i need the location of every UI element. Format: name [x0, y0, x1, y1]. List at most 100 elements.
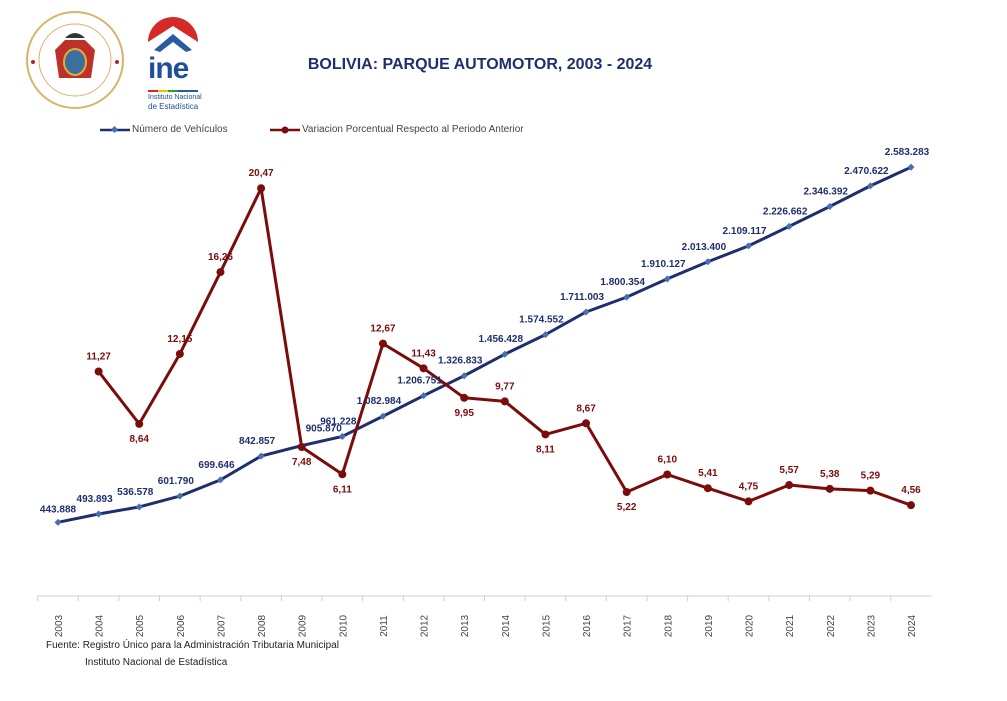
variation-data-label: 11,43 — [411, 348, 436, 359]
variation-point — [500, 397, 509, 406]
vehicles-data-label: 2.346.392 — [804, 186, 849, 197]
vehicles-data-label: 1.326.833 — [438, 356, 483, 367]
variation-point — [94, 367, 103, 376]
variation-data-label: 7,48 — [292, 457, 312, 468]
vehicles-point — [866, 182, 874, 190]
x-tick-label: 2004 — [95, 614, 106, 637]
vehicles-data-label: 443.888 — [40, 504, 77, 515]
vehicles-point — [501, 350, 509, 358]
vehicles-point — [582, 308, 590, 316]
vehicles-data-label: 536.578 — [117, 487, 154, 498]
vehicles-point — [176, 492, 184, 500]
x-tick-label: 2019 — [704, 614, 715, 637]
variation-data-label: 5,29 — [861, 471, 881, 482]
variation-data-label: 9,77 — [495, 381, 515, 392]
vehicles-data-label: 493.893 — [77, 494, 114, 505]
x-tick-label: 2014 — [501, 614, 512, 637]
variation-data-label: 12,67 — [370, 324, 395, 335]
x-tick-label: 2003 — [54, 614, 65, 637]
vehicles-point — [663, 275, 671, 283]
variation-point — [297, 442, 306, 451]
legend-line-vehicles-icon — [100, 125, 130, 133]
source-line-1: Fuente: Registro Único para la Administr… — [46, 640, 339, 651]
vehicles-point — [907, 163, 915, 171]
vehicles-data-label: 601.790 — [158, 476, 195, 487]
variation-data-label: 20,47 — [249, 168, 274, 179]
x-tick-label: 2023 — [866, 614, 877, 637]
vehicles-point — [623, 293, 631, 301]
variation-point — [175, 349, 184, 358]
variation-data-label: 9,95 — [454, 408, 474, 419]
variation-data-label: 11,27 — [86, 352, 111, 363]
vehicles-point — [216, 476, 225, 484]
vehicles-data-label: 1.082.984 — [357, 396, 402, 407]
x-tick-label: 2020 — [745, 614, 756, 637]
x-tick-label: 2022 — [826, 614, 837, 637]
variation-point — [744, 497, 753, 506]
vehicles-point — [54, 518, 62, 526]
variation-point — [663, 470, 672, 479]
ine-wordmark: ine — [148, 52, 189, 85]
x-tick-label: 2011 — [379, 615, 390, 637]
variation-data-label: 6,10 — [658, 454, 678, 465]
variation-point — [338, 470, 347, 479]
variation-point — [541, 430, 550, 439]
x-tick-label: 2010 — [338, 614, 349, 637]
vehicles-data-label: 905.870 — [306, 424, 343, 435]
chart-title: BOLIVIA: PARQUE AUTOMOTOR, 2003 - 2024 — [307, 56, 653, 73]
x-tick-label: 2005 — [135, 614, 146, 637]
variation-data-label: 8,11 — [536, 444, 555, 455]
variation-point — [135, 419, 144, 428]
vehicles-data-label: 1.800.354 — [600, 277, 645, 288]
variation-data-label: 16,26 — [208, 252, 233, 263]
vehicles-point — [826, 202, 834, 211]
vehicles-point — [95, 510, 103, 518]
vehicles-data-label: 1.711.003 — [560, 292, 604, 303]
vehicles-point — [379, 412, 387, 420]
variation-data-label: 6,11 — [333, 484, 352, 495]
x-tick-label: 2015 — [541, 614, 552, 637]
variation-point — [257, 184, 266, 193]
legend-label-variation: Variacion Porcentual Respecto al Periodo… — [302, 124, 524, 135]
legend-label-vehicles: Número de Vehículos — [132, 124, 228, 135]
vehicles-point — [420, 392, 428, 400]
variation-data-label: 8,67 — [576, 403, 596, 414]
vehicles-point — [704, 258, 712, 266]
vehicles-data-label: 1.456.428 — [479, 334, 524, 345]
variation-point — [216, 268, 225, 277]
vehicles-data-label: 842.857 — [239, 436, 276, 447]
vehicles-data-label: 961.228 — [320, 416, 357, 427]
x-tick-label: 2012 — [420, 614, 431, 637]
variation-point — [907, 501, 915, 510]
variation-data-label: 5,38 — [820, 469, 840, 480]
variation-data-label: 4,75 — [739, 481, 759, 492]
vehicles-point — [541, 331, 549, 339]
variation-data-label: 8,64 — [130, 434, 150, 445]
x-tick-label: 2013 — [460, 614, 471, 637]
variation-point — [866, 486, 875, 495]
variation-point — [703, 484, 712, 493]
variation-point — [622, 488, 631, 497]
variation-data-label: 12,15 — [167, 334, 192, 345]
x-tick-label: 2007 — [216, 614, 227, 637]
variation-point — [785, 481, 794, 490]
variation-point — [825, 484, 834, 493]
vehicles-data-label: 1.910.127 — [641, 259, 686, 270]
x-tick-label: 2016 — [582, 614, 593, 637]
vehicles-point — [257, 452, 265, 460]
variation-point — [378, 339, 387, 348]
variation-point — [419, 364, 428, 373]
variation-data-label: 5,41 — [698, 468, 718, 479]
vehicles-data-label: 1.206.751 — [397, 376, 442, 387]
variation-data-label: 4,56 — [901, 485, 921, 496]
variation-data-label: 5,57 — [779, 465, 799, 476]
x-tick-label: 2009 — [298, 614, 309, 637]
x-tick-label: 2021 — [785, 614, 796, 637]
vehicles-data-label: 2.226.662 — [763, 206, 808, 217]
legend-item-variation: Variacion Porcentual Respecto al Periodo… — [270, 124, 524, 135]
ine-logo: ine Instituto Nacional de Estadística — [140, 8, 212, 111]
x-tick-label: 2017 — [623, 614, 634, 637]
source-line-2: Instituto Nacional de Estadística — [85, 657, 228, 668]
